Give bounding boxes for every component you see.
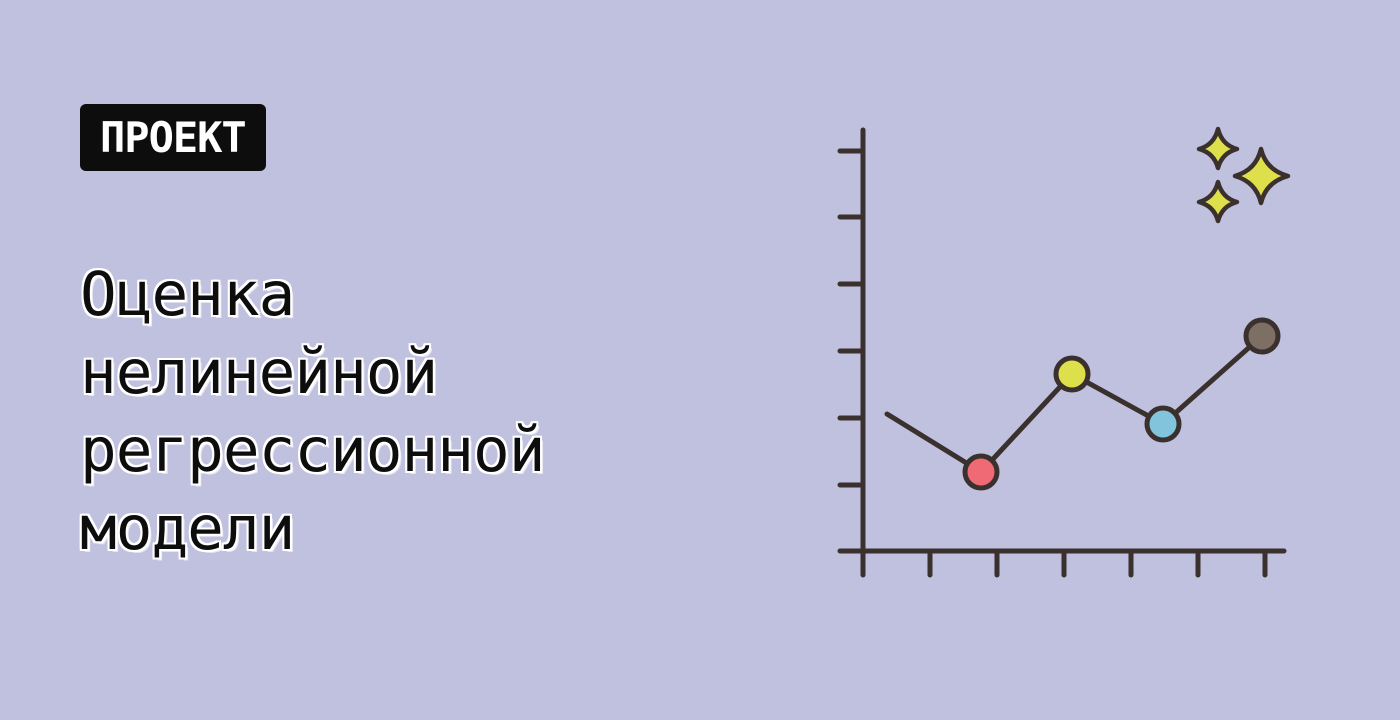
data-point-red [962, 453, 1000, 491]
sparkle-large [1232, 146, 1291, 206]
title-line-4: модели [80, 493, 295, 564]
sparkle-small-bottom [1196, 179, 1240, 224]
title-line-2: нелинейной [80, 337, 438, 408]
project-badge: ПРОЕКТ [80, 104, 266, 171]
title-line-1: Оценка [80, 259, 295, 330]
line-chart-icon [837, 126, 1291, 578]
data-point-brown [1243, 317, 1281, 355]
sparkles-icon [1196, 126, 1291, 224]
sparkle-small-top [1196, 126, 1240, 171]
data-point-blue [1144, 405, 1182, 443]
title-line-3: регрессионной [80, 415, 545, 486]
page-title: Оценка нелинейной регрессионной модели [80, 256, 700, 568]
data-point-yellow [1053, 355, 1091, 393]
